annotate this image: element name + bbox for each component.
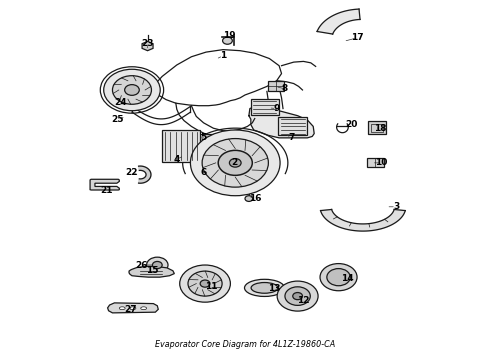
Text: 4: 4 [173,155,180,164]
Polygon shape [142,41,153,51]
Text: 8: 8 [282,84,288,93]
Bar [198,134,216,141]
Polygon shape [320,210,405,231]
Polygon shape [129,266,174,277]
Bar [368,121,386,134]
Text: 21: 21 [100,185,112,194]
Circle shape [188,271,222,296]
Text: 12: 12 [297,296,310,305]
Text: 18: 18 [374,124,387,133]
Circle shape [180,265,230,302]
Ellipse shape [130,307,136,310]
Circle shape [327,269,350,286]
Bar [367,158,384,167]
Text: 17: 17 [351,33,364,42]
Bar [371,123,383,132]
Bar [162,130,200,162]
Circle shape [277,281,318,311]
Polygon shape [249,107,314,138]
Circle shape [245,196,253,202]
Circle shape [124,85,139,95]
Text: 14: 14 [341,274,354,283]
Text: 23: 23 [141,39,154,48]
Polygon shape [317,9,360,34]
Text: 27: 27 [124,305,137,314]
Text: 13: 13 [268,284,280,293]
Text: 7: 7 [288,133,294,142]
Polygon shape [90,179,119,190]
Bar [278,117,307,135]
Text: 1: 1 [220,51,226,60]
Circle shape [147,257,168,273]
Ellipse shape [251,283,278,293]
Ellipse shape [245,279,285,296]
Circle shape [218,150,252,175]
Text: 24: 24 [115,98,127,107]
Text: Evaporator Core Diagram for 4L1Z-19860-CA: Evaporator Core Diagram for 4L1Z-19860-C… [155,339,335,348]
Text: 5: 5 [200,132,207,141]
Circle shape [285,287,310,305]
Circle shape [200,280,210,287]
Text: 9: 9 [273,104,280,113]
Text: 11: 11 [205,282,217,291]
Text: 16: 16 [249,194,262,203]
Circle shape [229,158,241,167]
Ellipse shape [141,307,147,310]
Circle shape [320,264,357,291]
Circle shape [202,139,269,187]
Circle shape [104,69,160,111]
Text: 6: 6 [200,168,207,177]
Circle shape [113,76,151,104]
Text: 3: 3 [393,202,399,211]
Text: 15: 15 [146,266,159,275]
Text: 20: 20 [345,120,357,129]
Text: 2: 2 [231,158,238,167]
Circle shape [293,293,302,300]
Ellipse shape [119,307,125,310]
Circle shape [152,261,162,269]
Text: 10: 10 [375,158,388,167]
Bar [251,99,279,115]
Text: 19: 19 [223,31,236,40]
Text: 25: 25 [111,116,123,125]
Text: 22: 22 [126,168,138,177]
Bar [269,81,284,91]
Polygon shape [108,303,158,313]
Text: 26: 26 [135,261,148,270]
Polygon shape [139,166,151,183]
Circle shape [222,37,232,44]
Circle shape [191,130,280,196]
